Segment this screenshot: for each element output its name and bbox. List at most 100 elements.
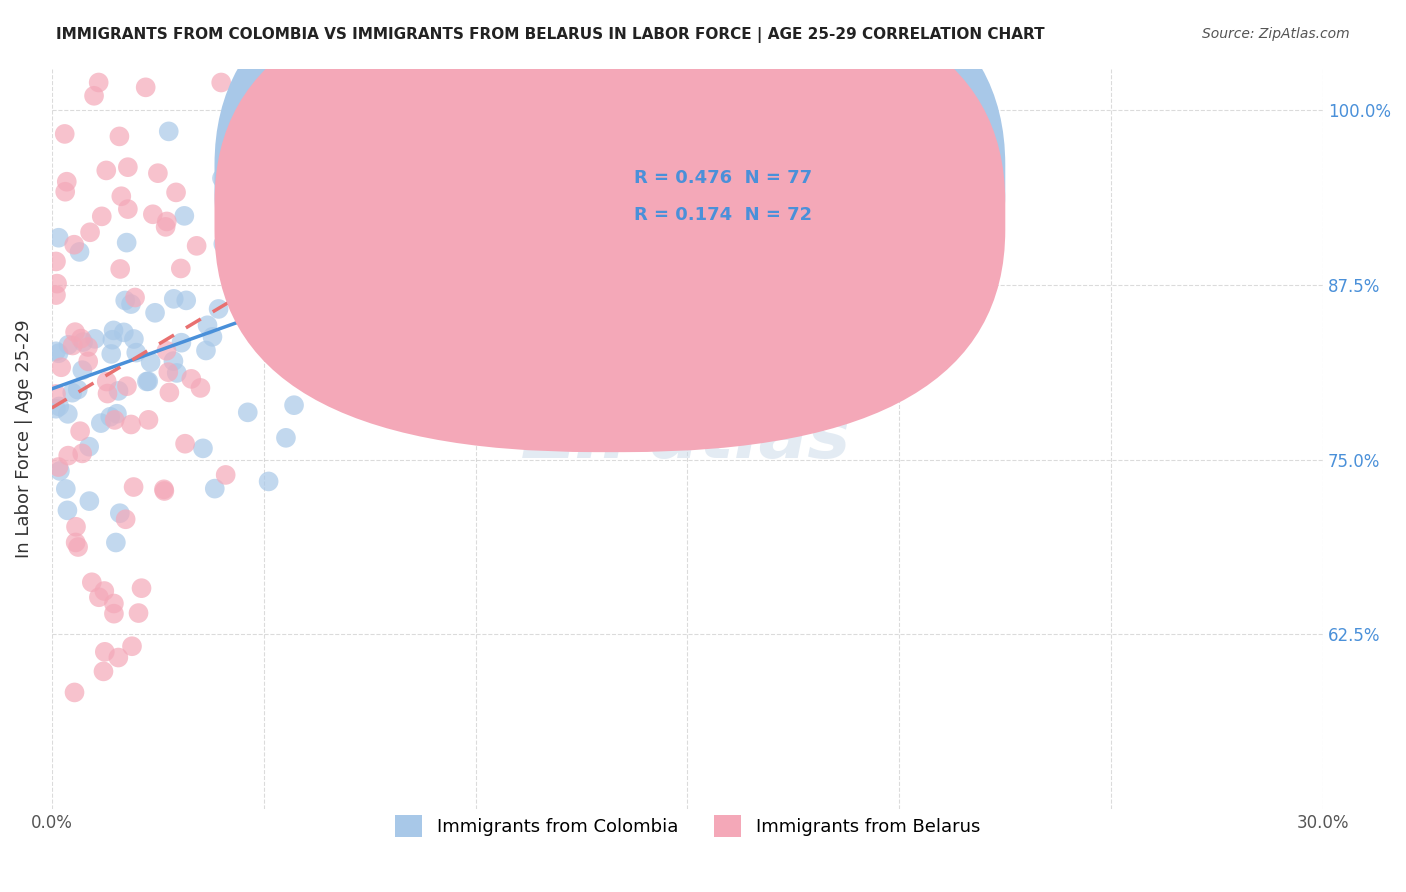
Immigrants from Belarus [94, 645, 117, 659]
Immigrants from Colombia [194, 343, 217, 358]
Immigrants from Colombia [332, 268, 354, 282]
Immigrants from Colombia [122, 332, 145, 346]
Immigrants from Belarus [174, 436, 197, 450]
Immigrants from Belarus [96, 386, 118, 401]
Immigrants from Colombia [446, 368, 468, 383]
Immigrants from Colombia [163, 292, 186, 306]
Y-axis label: In Labor Force | Age 25-29: In Labor Force | Age 25-29 [15, 319, 32, 558]
Immigrants from Belarus [90, 210, 112, 224]
Immigrants from Belarus [93, 584, 115, 599]
Immigrants from Colombia [197, 318, 219, 333]
Immigrants from Belarus [107, 650, 129, 665]
Immigrants from Colombia [318, 362, 340, 376]
Immigrants from Colombia [103, 323, 125, 337]
Immigrants from Belarus [157, 365, 180, 379]
Immigrants from Colombia [278, 325, 301, 339]
Immigrants from Belarus [215, 467, 238, 482]
Immigrants from Colombia [274, 431, 297, 445]
Immigrants from Colombia [72, 334, 94, 349]
Immigrants from Belarus [63, 685, 86, 699]
Immigrants from Colombia [340, 148, 363, 162]
Immigrants from Colombia [55, 482, 77, 496]
Immigrants from Colombia [253, 258, 276, 272]
Immigrants from Colombia [219, 148, 242, 162]
Immigrants from Belarus [115, 379, 138, 393]
Immigrants from Colombia [105, 407, 128, 421]
Immigrants from Belarus [62, 338, 84, 352]
Immigrants from Belarus [153, 483, 176, 497]
Immigrants from Colombia [157, 124, 180, 138]
Immigrants from Colombia [231, 182, 253, 196]
Immigrants from Colombia [69, 244, 91, 259]
Immigrants from Colombia [104, 535, 127, 549]
FancyBboxPatch shape [215, 0, 1005, 415]
Immigrants from Colombia [72, 363, 94, 377]
Immigrants from Belarus [153, 483, 176, 498]
Immigrants from Belarus [87, 591, 110, 605]
Immigrants from Colombia [330, 388, 353, 402]
Immigrants from Colombia [90, 416, 112, 430]
Immigrants from Belarus [135, 80, 157, 95]
Immigrants from Belarus [46, 277, 69, 291]
Immigrants from Belarus [45, 254, 67, 268]
Immigrants from Colombia [139, 355, 162, 369]
Immigrants from Colombia [291, 264, 314, 278]
Immigrants from Belarus [128, 606, 150, 620]
Immigrants from Colombia [283, 398, 305, 412]
Immigrants from Belarus [122, 480, 145, 494]
Immigrants from Colombia [785, 235, 807, 250]
Immigrants from Belarus [83, 88, 105, 103]
Immigrants from Belarus [124, 291, 146, 305]
Immigrants from Colombia [399, 159, 422, 173]
Immigrants from Belarus [138, 413, 160, 427]
Immigrants from Colombia [166, 366, 188, 380]
Immigrants from Colombia [236, 405, 259, 419]
Immigrants from Colombia [143, 306, 166, 320]
Immigrants from Belarus [70, 446, 93, 460]
Immigrants from Belarus [103, 607, 125, 621]
Immigrants from Colombia [162, 354, 184, 368]
Text: Source: ZipAtlas.com: Source: ZipAtlas.com [1202, 27, 1350, 41]
Immigrants from Colombia [49, 464, 72, 478]
Immigrants from Colombia [60, 385, 83, 400]
Immigrants from Colombia [201, 330, 224, 344]
Immigrants from Colombia [337, 140, 360, 154]
Immigrants from Belarus [55, 175, 77, 189]
Immigrants from Colombia [464, 103, 486, 118]
Immigrants from Belarus [53, 185, 76, 199]
Immigrants from Belarus [51, 360, 73, 375]
Immigrants from Belarus [269, 75, 291, 89]
Text: R = 0.476  N = 77: R = 0.476 N = 77 [634, 169, 813, 187]
Immigrants from Belarus [77, 340, 100, 354]
Immigrants from Colombia [101, 333, 124, 347]
Immigrants from Belarus [45, 288, 67, 302]
Immigrants from Belarus [131, 581, 153, 595]
Immigrants from Belarus [93, 665, 115, 679]
Immigrants from Belarus [110, 189, 132, 203]
Immigrants from Colombia [66, 383, 89, 397]
Immigrants from Colombia [325, 258, 347, 272]
Immigrants from Colombia [45, 401, 67, 416]
Immigrants from Belarus [96, 163, 118, 178]
Immigrants from Colombia [207, 301, 229, 316]
Immigrants from Belarus [65, 520, 87, 534]
Immigrants from Belarus [190, 381, 212, 395]
Text: IMMIGRANTS FROM COLOMBIA VS IMMIGRANTS FROM BELARUS IN LABOR FORCE | AGE 25-29 C: IMMIGRANTS FROM COLOMBIA VS IMMIGRANTS F… [56, 27, 1045, 43]
Immigrants from Belarus [157, 385, 180, 400]
Immigrants from Belarus [121, 639, 143, 653]
Immigrants from Colombia [107, 384, 129, 398]
Immigrants from Belarus [65, 535, 87, 549]
Legend: Immigrants from Colombia, Immigrants from Belarus: Immigrants from Colombia, Immigrants fro… [388, 808, 987, 845]
FancyBboxPatch shape [215, 0, 1005, 452]
Immigrants from Belarus [79, 225, 101, 239]
Immigrants from Colombia [191, 442, 214, 456]
Immigrants from Colombia [436, 345, 458, 359]
Immigrants from Colombia [84, 332, 107, 346]
Immigrants from Colombia [120, 297, 142, 311]
Immigrants from Belarus [120, 417, 142, 432]
Immigrants from Belarus [67, 540, 90, 554]
Immigrants from Belarus [56, 449, 79, 463]
Immigrants from Belarus [48, 460, 70, 475]
FancyBboxPatch shape [574, 150, 879, 261]
Immigrants from Belarus [117, 202, 139, 216]
